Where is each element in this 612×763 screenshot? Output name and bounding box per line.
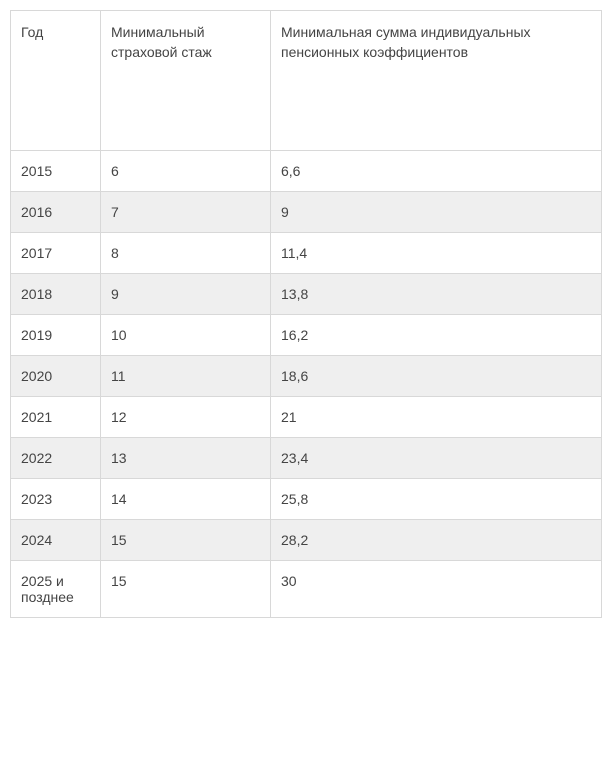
cell-year: 2019 xyxy=(11,315,101,356)
cell-year: 2016 xyxy=(11,192,101,233)
table-row: 2024 15 28,2 xyxy=(11,520,602,561)
cell-year: 2025 и позднее xyxy=(11,561,101,618)
table-header: Год Минимальный страховой стаж Минимальн… xyxy=(11,11,602,151)
cell-stazh: 7 xyxy=(101,192,271,233)
cell-coef: 9 xyxy=(271,192,602,233)
table-row: 2025 и позднее 15 30 xyxy=(11,561,602,618)
cell-year: 2024 xyxy=(11,520,101,561)
cell-stazh: 14 xyxy=(101,479,271,520)
cell-coef: 6,6 xyxy=(271,151,602,192)
table-row: 2016 7 9 xyxy=(11,192,602,233)
cell-coef: 13,8 xyxy=(271,274,602,315)
cell-year: 2017 xyxy=(11,233,101,274)
cell-stazh: 10 xyxy=(101,315,271,356)
table-body: 2015 6 6,6 2016 7 9 2017 8 11,4 2018 9 1… xyxy=(11,151,602,618)
cell-stazh: 12 xyxy=(101,397,271,438)
cell-coef: 11,4 xyxy=(271,233,602,274)
cell-coef: 25,8 xyxy=(271,479,602,520)
cell-stazh: 9 xyxy=(101,274,271,315)
pension-table: Год Минимальный страховой стаж Минимальн… xyxy=(10,10,602,618)
table-row: 2019 10 16,2 xyxy=(11,315,602,356)
cell-stazh: 6 xyxy=(101,151,271,192)
header-year: Год xyxy=(11,11,101,151)
cell-stazh: 11 xyxy=(101,356,271,397)
cell-stazh: 8 xyxy=(101,233,271,274)
cell-year: 2021 xyxy=(11,397,101,438)
cell-coef: 16,2 xyxy=(271,315,602,356)
cell-coef: 23,4 xyxy=(271,438,602,479)
header-row: Год Минимальный страховой стаж Минимальн… xyxy=(11,11,602,151)
cell-stazh: 13 xyxy=(101,438,271,479)
cell-year: 2022 xyxy=(11,438,101,479)
cell-coef: 28,2 xyxy=(271,520,602,561)
table-row: 2018 9 13,8 xyxy=(11,274,602,315)
table-row: 2021 12 21 xyxy=(11,397,602,438)
header-stazh: Минимальный страховой стаж xyxy=(101,11,271,151)
cell-coef: 18,6 xyxy=(271,356,602,397)
table-row: 2023 14 25,8 xyxy=(11,479,602,520)
cell-stazh: 15 xyxy=(101,520,271,561)
table-row: 2015 6 6,6 xyxy=(11,151,602,192)
cell-year: 2023 xyxy=(11,479,101,520)
table-row: 2022 13 23,4 xyxy=(11,438,602,479)
cell-year: 2018 xyxy=(11,274,101,315)
cell-stazh: 15 xyxy=(101,561,271,618)
cell-coef: 30 xyxy=(271,561,602,618)
cell-year: 2020 xyxy=(11,356,101,397)
header-coef: Минимальная сумма индивидуальных пенсион… xyxy=(271,11,602,151)
cell-year: 2015 xyxy=(11,151,101,192)
table-row: 2017 8 11,4 xyxy=(11,233,602,274)
cell-coef: 21 xyxy=(271,397,602,438)
table-row: 2020 11 18,6 xyxy=(11,356,602,397)
